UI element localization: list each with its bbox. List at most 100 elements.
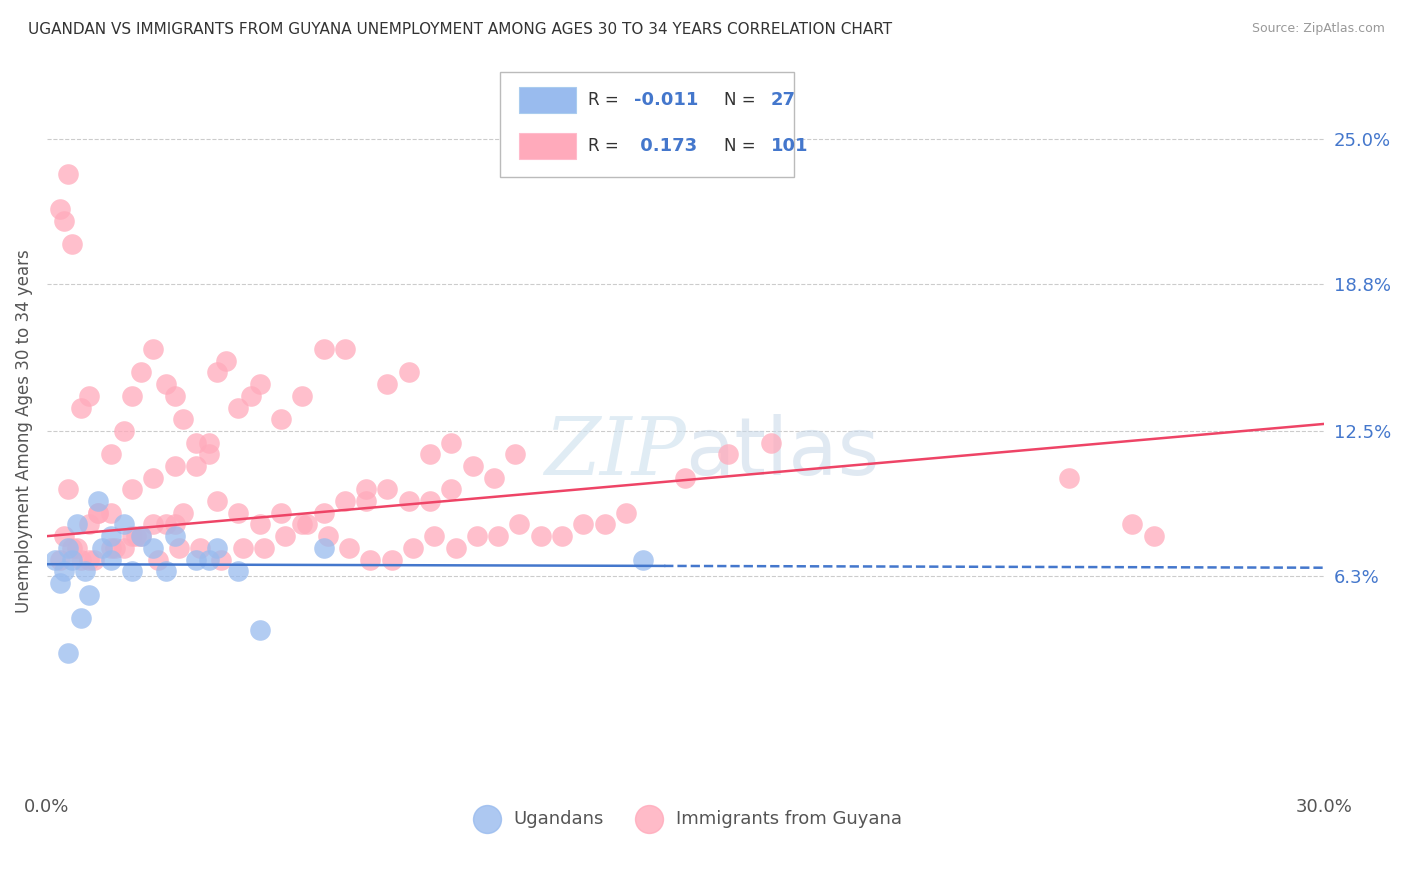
Point <box>377 377 399 392</box>
Text: atlas: atlas <box>686 414 880 491</box>
Point <box>759 435 782 450</box>
Point <box>66 541 89 555</box>
Text: 0.173: 0.173 <box>634 137 697 155</box>
Text: ZIP: ZIP <box>544 414 686 491</box>
Point <box>188 541 211 555</box>
Point <box>215 353 238 368</box>
Point <box>66 517 89 532</box>
Point <box>52 213 75 227</box>
Point <box>228 564 250 578</box>
Point <box>48 552 70 566</box>
Point <box>52 564 75 578</box>
Legend: Ugandans, Immigrants from Guyana: Ugandans, Immigrants from Guyana <box>461 803 910 835</box>
Point <box>48 575 70 590</box>
Point <box>270 412 292 426</box>
Point <box>142 471 165 485</box>
Point <box>121 529 143 543</box>
Point <box>172 506 194 520</box>
Point <box>354 483 377 497</box>
Y-axis label: Unemployment Among Ages 30 to 34 years: Unemployment Among Ages 30 to 34 years <box>15 249 32 613</box>
Point <box>62 552 84 566</box>
Point <box>70 401 93 415</box>
Point <box>1121 517 1143 532</box>
Point <box>461 458 484 473</box>
Point <box>62 541 84 555</box>
Point <box>253 541 276 555</box>
Point <box>551 529 574 543</box>
Point <box>530 529 553 543</box>
Point <box>56 167 79 181</box>
Point <box>155 377 177 392</box>
Point <box>121 483 143 497</box>
Point <box>482 471 505 485</box>
Point <box>100 447 122 461</box>
Point <box>465 529 488 543</box>
Point <box>205 494 228 508</box>
Point <box>79 517 101 532</box>
Point <box>270 506 292 520</box>
Point <box>359 552 381 566</box>
Point <box>240 389 263 403</box>
Point <box>142 517 165 532</box>
Point <box>87 506 110 520</box>
Point <box>1057 471 1080 485</box>
Point <box>419 447 441 461</box>
Point <box>249 377 271 392</box>
Point <box>62 236 84 251</box>
Point <box>316 529 339 543</box>
Point <box>444 541 467 555</box>
Point <box>291 517 314 532</box>
Point <box>440 483 463 497</box>
Text: R =: R = <box>588 137 624 155</box>
Point <box>70 611 93 625</box>
Point <box>172 412 194 426</box>
Point <box>508 517 530 532</box>
Point <box>44 552 66 566</box>
Point <box>91 541 114 555</box>
Point <box>398 494 420 508</box>
Point <box>129 529 152 543</box>
Point <box>197 447 219 461</box>
Point <box>333 494 356 508</box>
Point <box>125 529 148 543</box>
Point <box>121 389 143 403</box>
Point <box>333 342 356 356</box>
Point <box>184 435 207 450</box>
Point <box>83 552 105 566</box>
Point <box>48 202 70 216</box>
Point <box>312 541 335 555</box>
Point <box>184 458 207 473</box>
Point <box>56 646 79 660</box>
Point <box>129 366 152 380</box>
Point <box>142 541 165 555</box>
Point <box>112 541 135 555</box>
Text: N =: N = <box>724 137 761 155</box>
Point <box>295 517 318 532</box>
Point <box>249 623 271 637</box>
Point <box>155 517 177 532</box>
Point <box>228 401 250 415</box>
Point <box>486 529 509 543</box>
Point <box>423 529 446 543</box>
Point <box>377 483 399 497</box>
Point <box>104 541 127 555</box>
Point <box>232 541 254 555</box>
Point <box>146 552 169 566</box>
Point <box>100 529 122 543</box>
Point <box>291 389 314 403</box>
Point <box>209 552 232 566</box>
Point <box>163 389 186 403</box>
Text: N =: N = <box>724 91 761 109</box>
Point <box>440 435 463 450</box>
Point <box>614 506 637 520</box>
Point <box>274 529 297 543</box>
Text: Source: ZipAtlas.com: Source: ZipAtlas.com <box>1251 22 1385 36</box>
Point <box>87 506 110 520</box>
Point <box>249 517 271 532</box>
Point <box>337 541 360 555</box>
FancyBboxPatch shape <box>519 87 575 113</box>
Point <box>129 529 152 543</box>
Point <box>503 447 526 461</box>
Point <box>56 483 79 497</box>
Point <box>184 552 207 566</box>
